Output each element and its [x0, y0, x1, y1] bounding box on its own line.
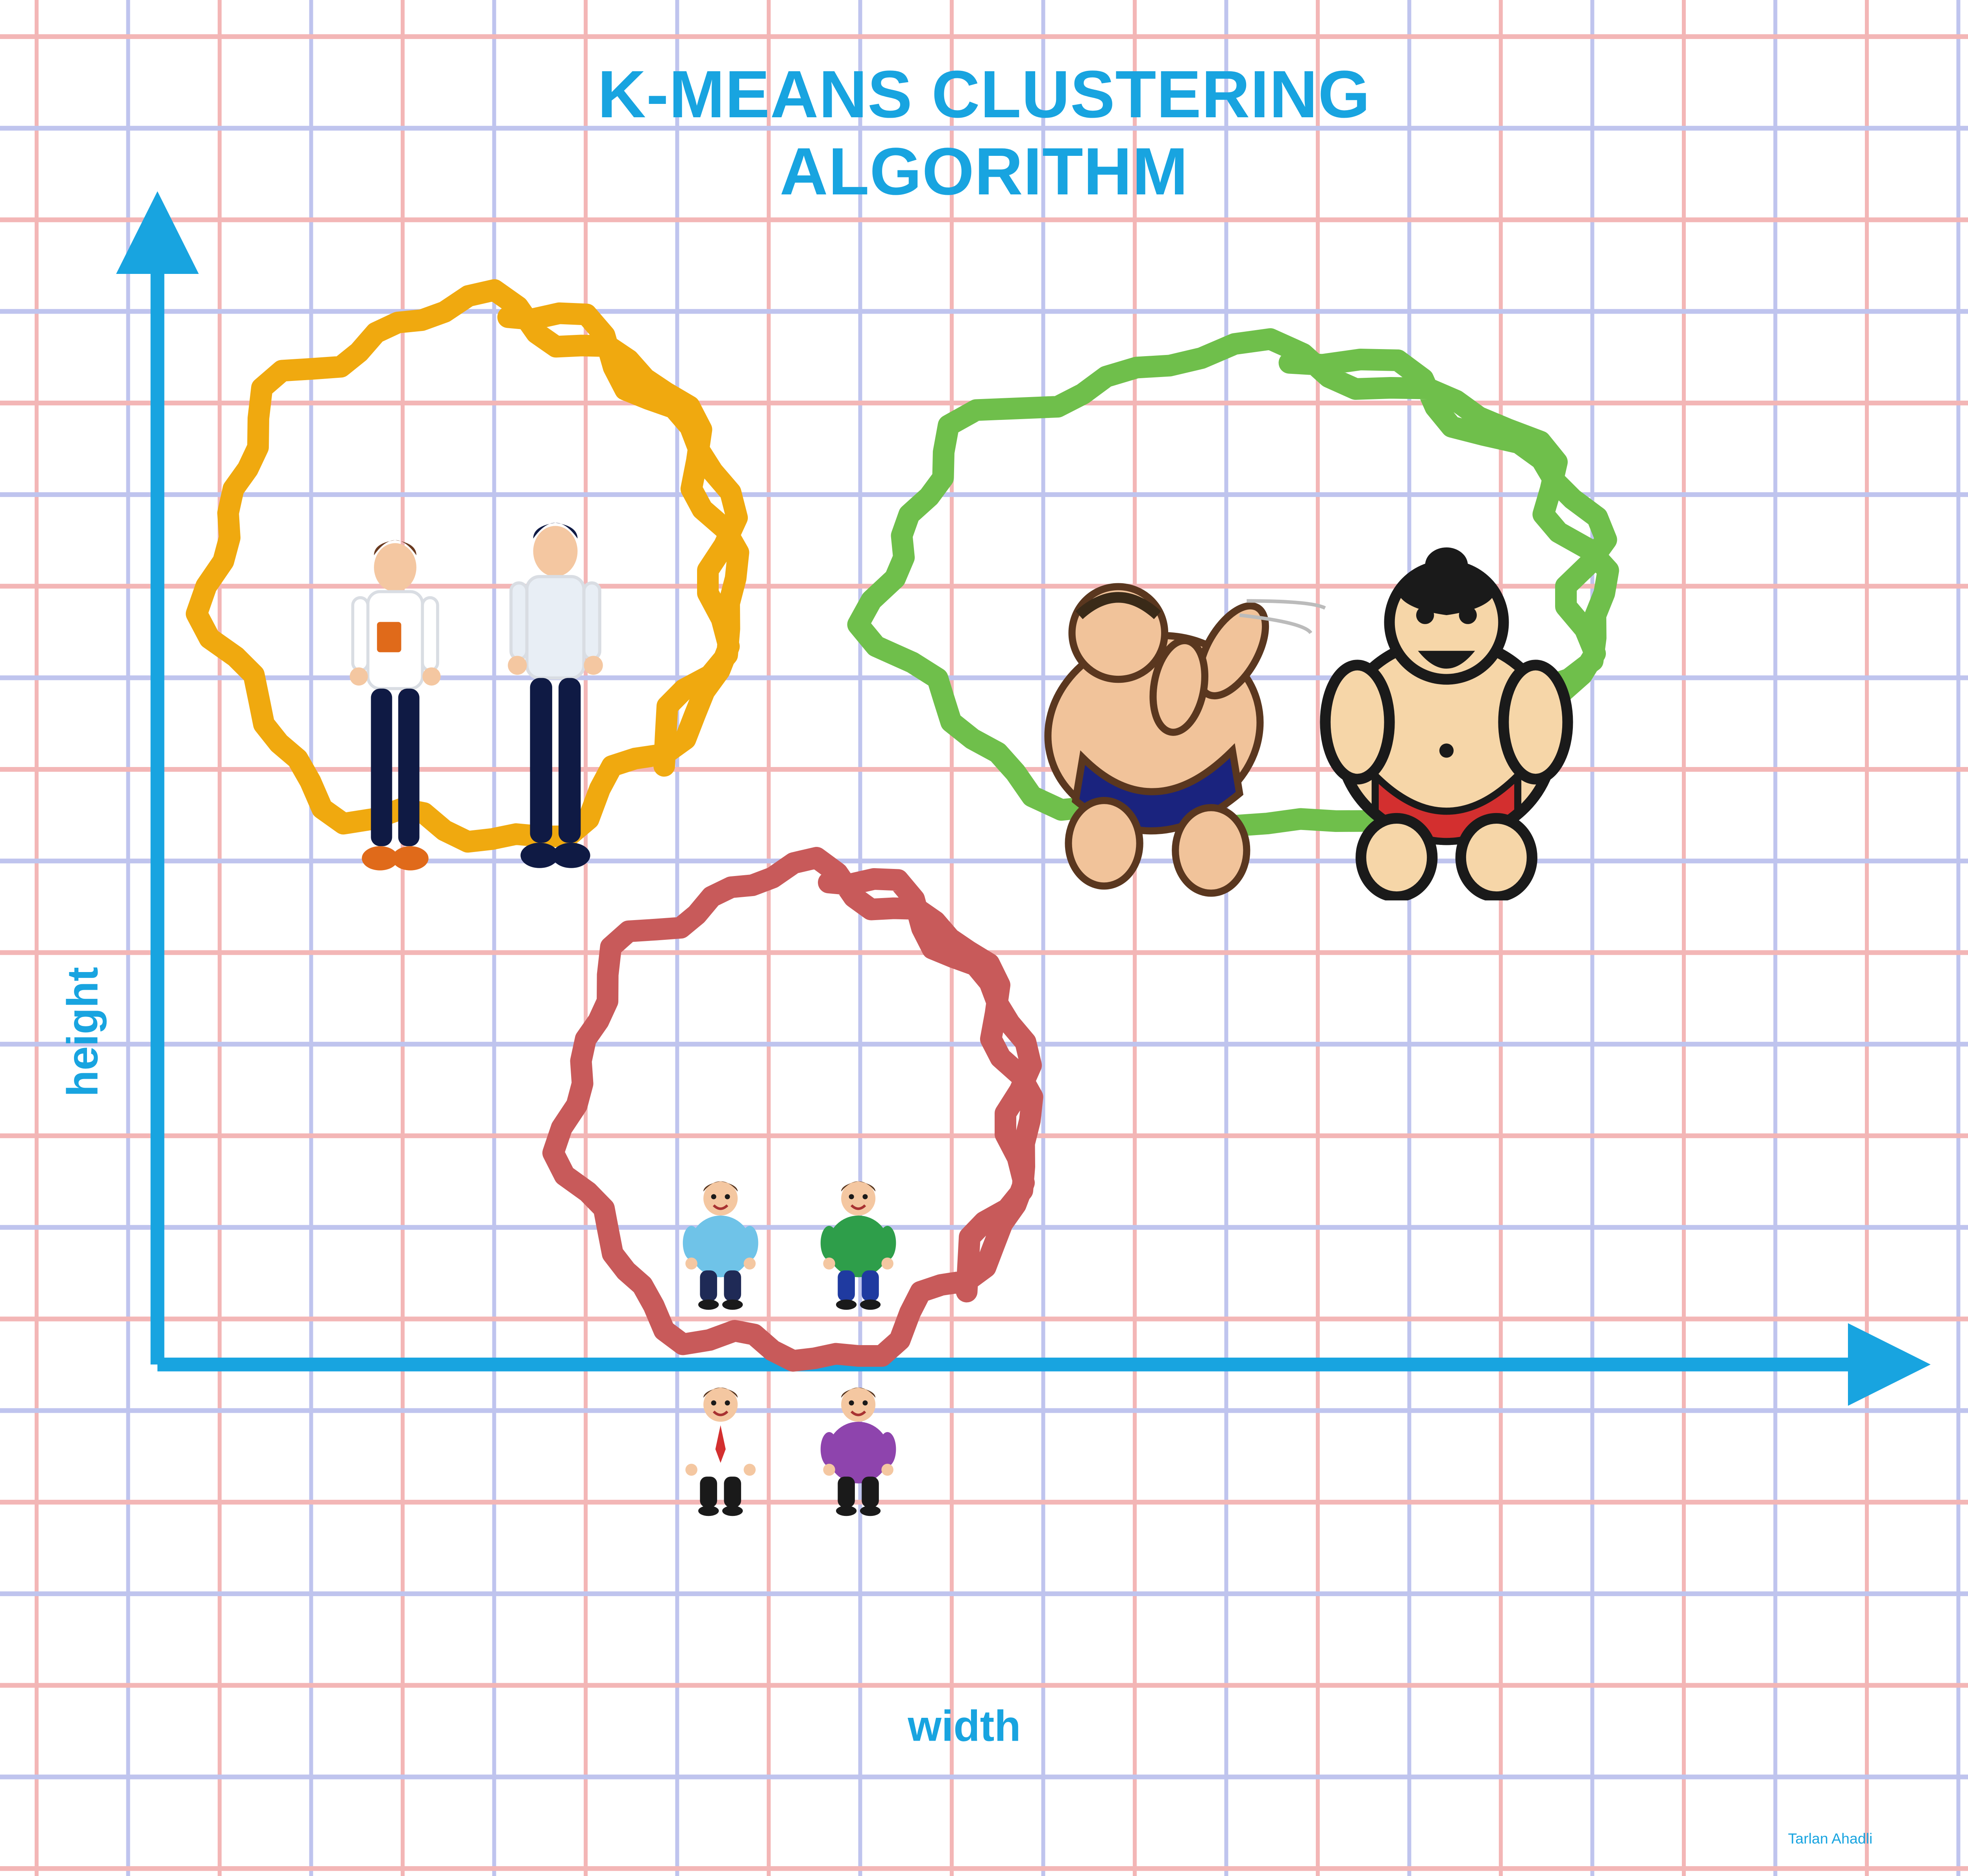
- short-wide-person-1: [669, 1154, 772, 1332]
- canvas: K-MEANS CLUSTERING ALGORITHM: [0, 0, 1968, 1876]
- x-axis-label: width: [908, 1701, 1021, 1751]
- tall-slim-person-1: [335, 506, 456, 919]
- y-axis-label: height: [58, 967, 108, 1097]
- figures-layer: [0, 0, 1968, 1876]
- short-wide-person-3: [669, 1360, 772, 1538]
- page-title: K-MEANS CLUSTERING ALGORITHM: [597, 56, 1371, 210]
- short-wide-person-2: [807, 1154, 910, 1332]
- attribution: Tarlan Ahadli: [1788, 1830, 1873, 1847]
- sumo-person-2: [1260, 544, 1633, 900]
- short-wide-person-4: [807, 1360, 910, 1538]
- tall-slim-person-2: [492, 488, 619, 919]
